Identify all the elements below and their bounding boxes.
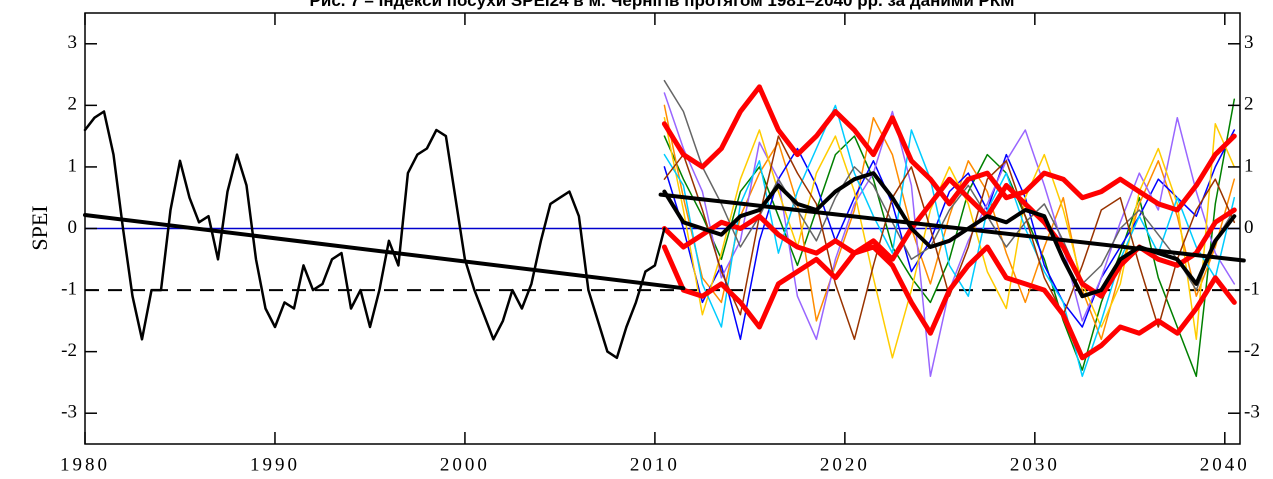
y-tick-label: -3 — [1244, 402, 1260, 423]
y-tick-label: -2 — [61, 340, 77, 361]
series-line — [83, 110, 666, 360]
x-tick-label: 1990 — [250, 454, 300, 475]
y-tick-label: -1 — [1244, 278, 1260, 299]
y-tick-label: 3 — [1244, 32, 1254, 53]
chart-title: Рис. 7 – Індекси посухи SPEI24 в м. Черн… — [310, 0, 1015, 10]
y-tick-label: 2 — [1244, 94, 1254, 115]
y-tick-label: -3 — [61, 402, 77, 423]
x-tick-label: 2000 — [440, 454, 490, 475]
series-line — [661, 244, 1237, 361]
series-line — [663, 104, 1236, 341]
y-tick-label: 1 — [68, 155, 78, 176]
x-tick-label: 2030 — [1010, 454, 1060, 475]
y-tick-label: -1 — [61, 278, 77, 299]
x-tick-label: 1980 — [60, 454, 110, 475]
series-line — [661, 84, 1237, 213]
y-tick-label: 0 — [1244, 217, 1254, 238]
series-line — [663, 104, 1236, 378]
series-line — [83, 213, 686, 291]
y-tick-label: 3 — [68, 32, 78, 53]
y-tick-label: 1 — [1244, 155, 1254, 176]
x-tick-label: 2010 — [630, 454, 680, 475]
x-tick-label: 2040 — [1200, 454, 1250, 475]
x-tick-label: 2020 — [820, 454, 870, 475]
y-tick-label: -2 — [1244, 340, 1260, 361]
y-tick-label: 2 — [68, 94, 78, 115]
series-line — [663, 98, 1236, 378]
y-tick-label: 0 — [68, 217, 78, 238]
y-axis-label: SPEI — [27, 205, 52, 250]
series-line — [658, 192, 1246, 263]
